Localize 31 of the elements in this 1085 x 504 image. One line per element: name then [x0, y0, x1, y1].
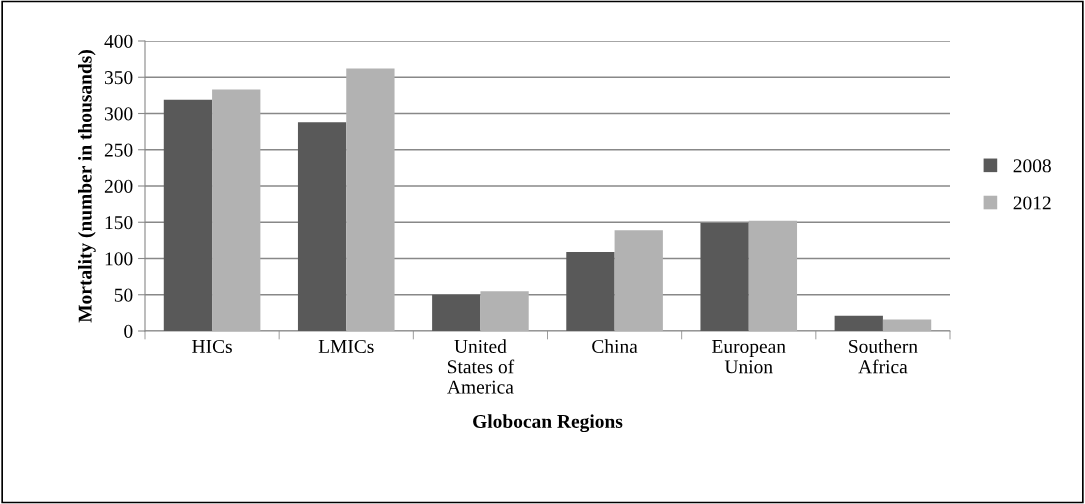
bar — [432, 294, 481, 331]
x-tick-label: HICs — [192, 339, 232, 354]
bar — [700, 222, 749, 331]
x-tick-label: China — [592, 339, 638, 354]
y-tick-label: 200 — [104, 179, 133, 193]
legend-label: 2008 — [1013, 159, 1051, 173]
y-tick-label: 250 — [104, 143, 133, 157]
bar — [163, 99, 213, 331]
x-tick-label: LMICs — [318, 339, 374, 354]
bar — [834, 315, 883, 331]
bar — [748, 220, 798, 331]
bar — [297, 122, 347, 331]
y-tick-label: 300 — [104, 107, 133, 121]
x-tick-label: United States of America — [447, 339, 515, 394]
x-axis-title: Globocan Regions — [473, 414, 623, 433]
y-tick-label: 350 — [104, 71, 133, 85]
y-tick-label: 50 — [114, 288, 133, 302]
bar — [346, 68, 395, 331]
x-tick-label: European Union — [712, 340, 786, 374]
bar — [614, 230, 663, 331]
legend-label: 2012 — [1013, 196, 1051, 210]
y-tick-label: 0 — [124, 324, 133, 338]
y-tick-label: 100 — [105, 252, 133, 266]
bar — [480, 291, 529, 331]
x-tick-label: Southern Africa — [849, 339, 918, 374]
bar — [882, 319, 932, 331]
bar — [212, 89, 261, 331]
y-axis-title: Mortality (number in thousands) — [78, 50, 96, 323]
bar — [566, 251, 615, 331]
y-tick-label: 150 — [105, 216, 133, 230]
y-tick-label: 400 — [104, 34, 133, 48]
